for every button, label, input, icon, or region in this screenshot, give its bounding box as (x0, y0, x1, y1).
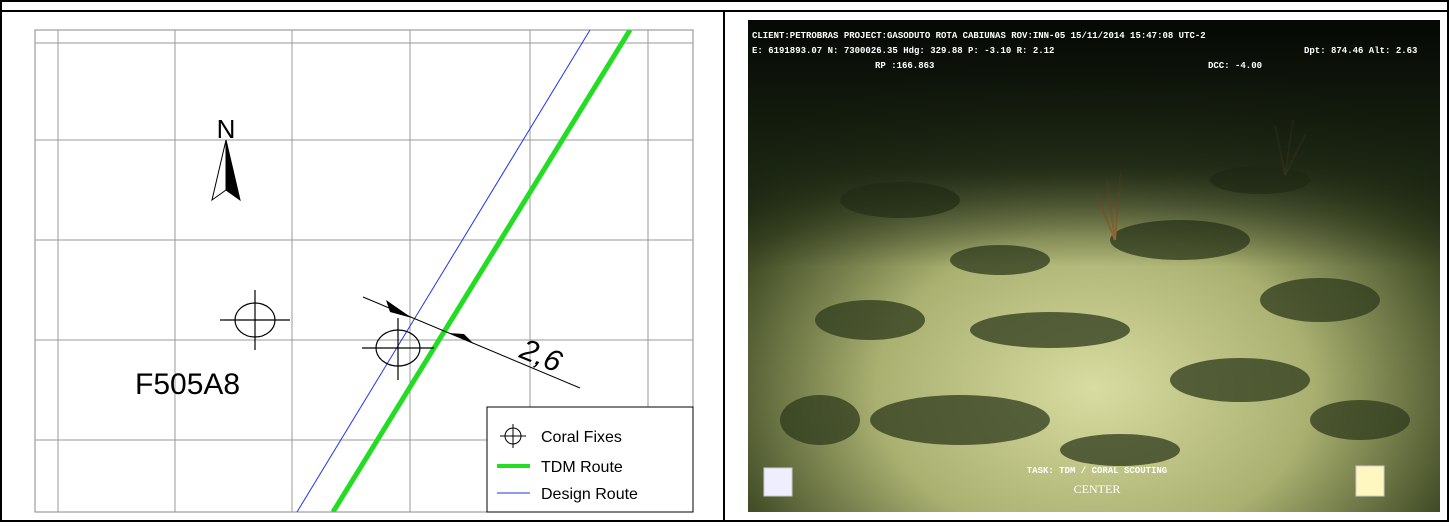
legend-label: Coral Fixes (541, 429, 622, 446)
legend-label: TDM Route (541, 459, 623, 476)
overlay-text: TASK: TDM / CORAL SCOUTING (1027, 466, 1167, 476)
overlay-text: CLIENT:PETROBRAS PROJECT:GASODUTO ROTA C… (752, 31, 1206, 41)
logo (1356, 466, 1384, 496)
fix-label: F505A8 (135, 368, 240, 401)
overlay-text: CENTER (1074, 482, 1121, 496)
figure: N F505A8 2,6 Coral Fixes TDM Route Desig… (0, 0, 1449, 522)
overlay-text: E: 6191893.07 N: 7300026.35 Hdg: 329.88 … (752, 46, 1054, 56)
logo (764, 468, 792, 496)
legend-label: Design Route (541, 486, 638, 503)
map-panel: N F505A8 2,6 Coral Fixes TDM Route Desig… (35, 30, 693, 512)
dark-water (748, 20, 1440, 512)
photo-panel: CLIENT:PETROBRAS PROJECT:GASODUTO ROTA C… (748, 20, 1440, 512)
overlay-text: Dpt: 874.46 Alt: 2.63 (1304, 46, 1417, 56)
legend: Coral Fixes TDM Route Design Route (487, 407, 693, 512)
north-label: N (217, 114, 236, 144)
overlay-text: RP :166.863 (875, 61, 934, 71)
overlay-text: DCC: -4.00 (1208, 61, 1262, 71)
